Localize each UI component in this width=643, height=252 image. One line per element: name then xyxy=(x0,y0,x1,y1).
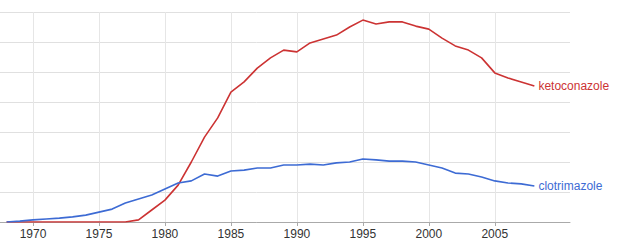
svg-text:1990: 1990 xyxy=(284,227,311,241)
svg-text:1970: 1970 xyxy=(20,227,47,241)
svg-text:1995: 1995 xyxy=(349,227,376,241)
svg-text:2000: 2000 xyxy=(415,227,442,241)
svg-text:1980: 1980 xyxy=(152,227,179,241)
svg-text:1975: 1975 xyxy=(86,227,113,241)
svg-text:clotrimazole: clotrimazole xyxy=(538,179,602,193)
svg-text:2005: 2005 xyxy=(481,227,508,241)
svg-text:ketoconazole: ketoconazole xyxy=(538,79,609,93)
svg-text:1985: 1985 xyxy=(218,227,245,241)
